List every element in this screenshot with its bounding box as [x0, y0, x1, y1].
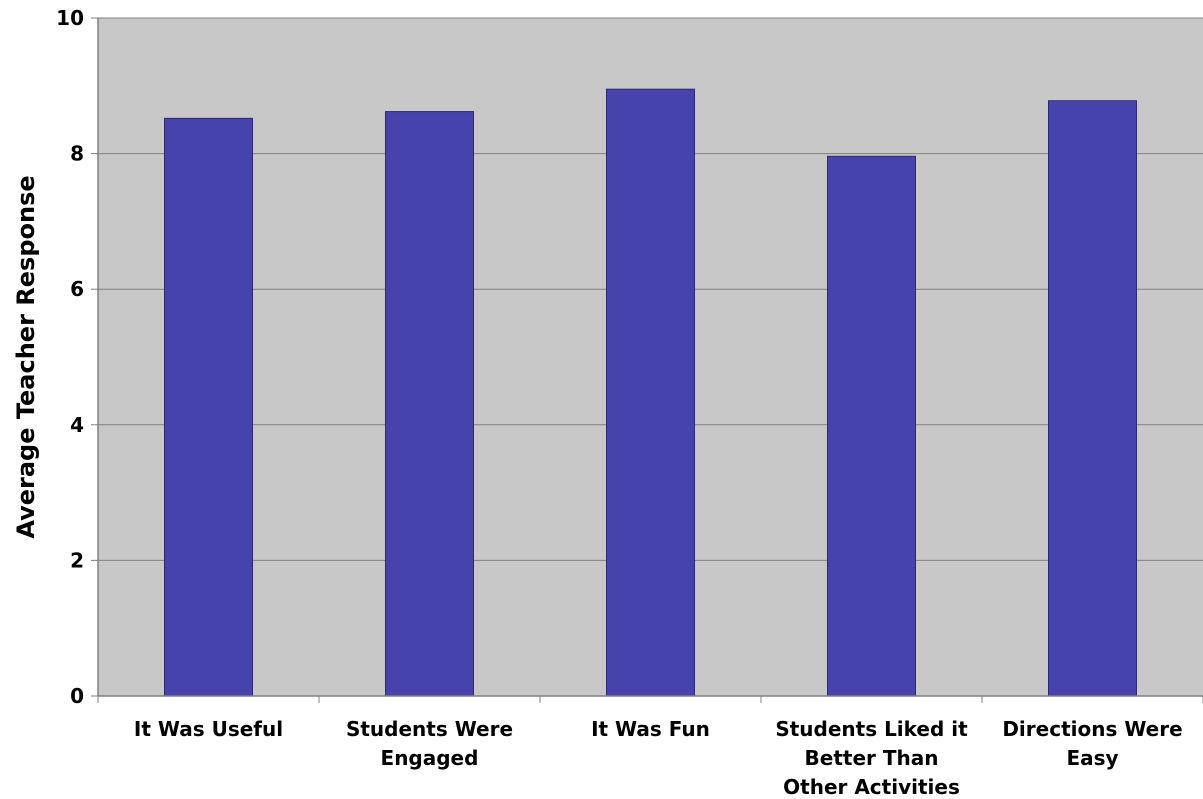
x-category-label-line: Other Activities — [783, 775, 960, 799]
y-tick-label: 10 — [56, 6, 84, 30]
x-category-label: Students Were Engaged — [346, 717, 513, 770]
x-category-label: Directions Were Easy — [1002, 717, 1182, 770]
y-axis-title: Average Teacher Response — [12, 175, 40, 538]
x-category-label-line: Students Were — [346, 717, 513, 741]
bar — [385, 111, 474, 697]
x-category-label: It Was Useful — [134, 717, 283, 741]
x-category-label-line: It Was Fun — [591, 717, 710, 741]
x-category-label-line: Better Than — [805, 746, 939, 770]
y-tick-label: 8 — [70, 142, 84, 166]
axes — [91, 17, 1203, 703]
bars — [164, 88, 1137, 697]
y-tick-label: 0 — [70, 684, 84, 708]
bar — [164, 117, 253, 697]
y-tick-label: 6 — [70, 277, 84, 301]
x-category-label-line: Easy — [1066, 746, 1118, 770]
x-category-labels: It Was Useful Students Were Engaged It Was … — [134, 717, 1183, 799]
y-tick-label: 4 — [70, 413, 84, 437]
bar — [827, 155, 916, 697]
x-category-label: Students Liked it Better Than Other Activi… — [775, 717, 968, 799]
x-category-label-line: It Was Useful — [134, 717, 283, 741]
x-category-label-line: Students Liked it — [775, 717, 968, 741]
bar — [1048, 100, 1137, 697]
x-category-label: It Was Fun — [591, 717, 710, 741]
x-category-label-line: Engaged — [381, 746, 479, 770]
x-category-label-line: Directions Were — [1002, 717, 1182, 741]
y-tick-label: 2 — [70, 548, 84, 572]
y-tick-labels: 0 2 4 6 8 10 — [56, 6, 84, 708]
bar — [606, 88, 695, 697]
